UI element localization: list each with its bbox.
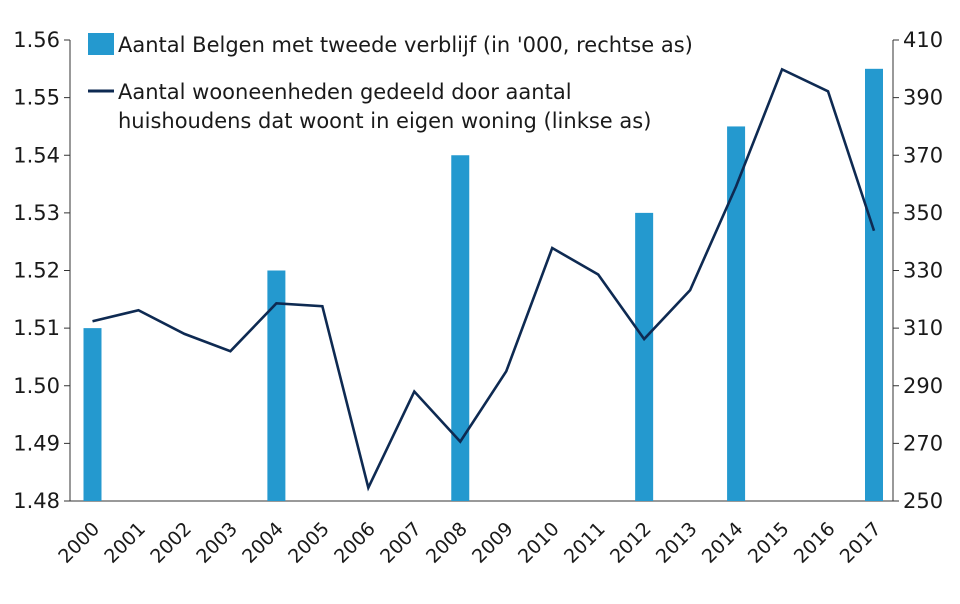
left-tick-label: 1.52	[13, 259, 60, 283]
bar-2017	[865, 69, 883, 501]
x-tick-label: 2006	[330, 518, 380, 568]
x-tick-label: 2012	[606, 518, 656, 568]
left-tick-label: 1.51	[13, 316, 60, 340]
right-tick-label: 410	[903, 28, 943, 52]
x-tick-label: 2004	[238, 518, 288, 568]
bar-2000	[84, 328, 102, 501]
x-tick-label: 2016	[790, 518, 840, 568]
left-tick-label: 1.56	[13, 28, 60, 52]
x-tick-label: 2009	[468, 518, 518, 568]
x-tick-label: 2010	[514, 518, 564, 568]
x-tick-label: 2015	[744, 518, 794, 568]
x-tick-label: 2014	[698, 518, 748, 568]
bar-2008	[451, 155, 469, 501]
x-tick-label: 2003	[192, 518, 242, 568]
x-tick-label: 2005	[284, 518, 334, 568]
x-tick-label: 2008	[422, 518, 472, 568]
legend-bar-label: Aantal Belgen met tweede verblijf (in '0…	[118, 33, 693, 57]
left-tick-label: 1.54	[13, 143, 60, 167]
left-tick-label: 1.55	[13, 86, 60, 110]
bar-2012	[635, 213, 653, 501]
x-tick-label: 2013	[652, 518, 702, 568]
right-tick-label: 330	[903, 259, 943, 283]
right-tick-label: 290	[903, 374, 943, 398]
x-tick-label: 2001	[100, 518, 150, 568]
x-tick-label: 2017	[836, 518, 886, 568]
left-tick-label: 1.50	[13, 374, 60, 398]
right-tick-label: 270	[903, 431, 943, 455]
left-tick-label: 1.53	[13, 201, 60, 225]
x-tick-label: 2007	[376, 518, 426, 568]
right-tick-label: 370	[903, 143, 943, 167]
x-tick-label: 2011	[560, 518, 610, 568]
legend-bar-swatch	[88, 33, 114, 55]
right-tick-label: 390	[903, 86, 943, 110]
left-tick-label: 1.49	[13, 431, 60, 455]
right-tick-label: 350	[903, 201, 943, 225]
left-tick-label: 1.48	[13, 489, 60, 513]
legend-line-label: huishoudens dat woont in eigen woning (l…	[118, 109, 651, 133]
bar-2014	[727, 126, 745, 501]
x-tick-label: 2000	[54, 518, 104, 568]
right-tick-label: 310	[903, 316, 943, 340]
right-tick-label: 250	[903, 489, 943, 513]
x-tick-label: 2002	[146, 518, 196, 568]
legend-line-label: Aantal wooneenheden gedeeld door aantal	[118, 80, 572, 104]
